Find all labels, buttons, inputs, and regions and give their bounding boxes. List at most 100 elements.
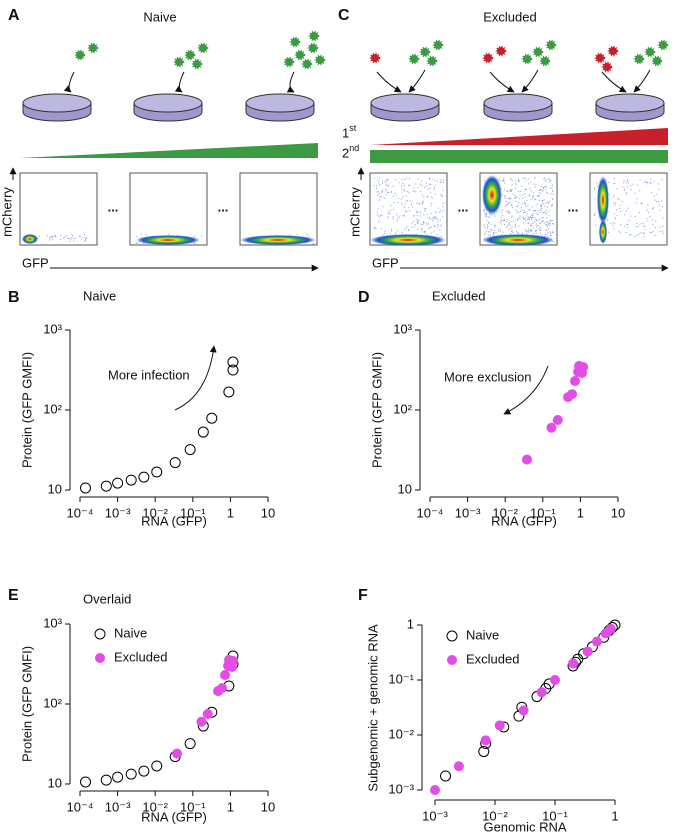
flow-dot (613, 194, 616, 197)
flow-dot (536, 229, 538, 232)
flow-dot (549, 231, 551, 233)
flow-dot (374, 226, 376, 229)
flow-dot (373, 177, 375, 179)
flow-dot (373, 185, 375, 187)
flow-dot (515, 223, 517, 225)
flow-dot (520, 207, 523, 209)
panel-label: A (8, 7, 20, 24)
flow-dot (385, 188, 387, 190)
point (430, 785, 440, 795)
point (480, 735, 491, 746)
flow-dot (547, 228, 550, 230)
layer-label: 2nd (342, 143, 359, 160)
flow-dot (537, 213, 539, 215)
flow-dot (506, 219, 508, 221)
flow-dot (69, 240, 71, 242)
flow-dot (537, 219, 539, 221)
flow-dot (612, 224, 614, 226)
flow-dot (508, 202, 510, 204)
flow-dot (546, 225, 548, 227)
flow-dot (653, 195, 655, 197)
flow-dot (46, 235, 48, 237)
flow-dot (71, 233, 73, 236)
point (138, 471, 150, 483)
flow-dot (621, 201, 623, 203)
flow-dot (517, 202, 519, 204)
flow-dot (645, 228, 647, 230)
flow-dot (544, 211, 546, 213)
flow-dot (490, 223, 492, 225)
flow-dot (640, 202, 643, 204)
flow-dot (442, 205, 444, 208)
flow-dot (594, 198, 596, 200)
point (223, 386, 235, 398)
flow-dot (615, 202, 617, 204)
flow-dot (434, 218, 436, 220)
flow-dot (430, 226, 432, 228)
flow-dot (541, 202, 544, 204)
flow-dot (512, 193, 514, 195)
flow-dot (502, 180, 504, 182)
flow-dot (375, 185, 378, 187)
flow-dot (434, 224, 436, 227)
flow-dot (389, 232, 391, 235)
ellipsis: ... (218, 199, 229, 214)
flow-dot (503, 223, 506, 226)
flow-dot (544, 180, 546, 182)
flow-dot (486, 224, 488, 226)
flow-dot (413, 226, 416, 228)
flow-dot (614, 216, 616, 219)
flow-dot (390, 209, 392, 211)
flow-dot (419, 215, 422, 217)
flow-dot (168, 233, 170, 235)
dish-top (245, 93, 315, 113)
panel-label: D (358, 289, 370, 306)
flow-dot (388, 184, 390, 186)
flow-dot (431, 202, 433, 205)
flow-dot (593, 188, 596, 190)
y-axis-label: Subgenomic + genomic RNA (365, 624, 380, 792)
virus (426, 55, 438, 67)
flow-dot (483, 210, 485, 212)
flow-dot (51, 236, 53, 238)
virus (651, 55, 663, 67)
flow-dot (484, 213, 486, 215)
flow-dot (623, 182, 625, 184)
flow-dot (427, 217, 429, 220)
flow-dot (487, 222, 489, 224)
flow-dot (376, 191, 378, 193)
flow-dot (532, 232, 534, 234)
chart-title: Overlaid (83, 591, 131, 606)
flow-dot (491, 229, 493, 232)
flow-dot (417, 220, 420, 222)
flow-dot (401, 184, 403, 187)
flow-dot (392, 217, 394, 220)
y-tick-label: 10⁻³ (388, 781, 414, 796)
flow-dot (617, 197, 619, 199)
flow-dot (401, 231, 403, 234)
flow-dot (485, 230, 488, 233)
ellipsis: ... (108, 199, 119, 214)
flow-dot (553, 223, 555, 225)
flow-dot (625, 231, 627, 234)
flow-dot (511, 230, 513, 232)
y-tick-label: 10³ (393, 321, 412, 336)
flow-dot (193, 235, 195, 237)
y-axis-label: Protein (GFP GMFI) (19, 646, 34, 762)
flow-dot (623, 188, 625, 190)
flow-dot (539, 189, 541, 192)
flow-dot (307, 235, 310, 237)
flow-dot (528, 231, 530, 233)
flow-dot (646, 209, 648, 211)
x-tick-label: 1 (227, 505, 234, 520)
flow-dot (433, 216, 435, 218)
virus (289, 36, 301, 48)
virus (173, 56, 185, 68)
flow-dot (545, 224, 547, 226)
gradient-wedge (20, 143, 318, 158)
flow-dot (638, 233, 640, 235)
virus (197, 42, 209, 54)
flow-dot (390, 204, 392, 206)
flow-dot (407, 229, 410, 231)
